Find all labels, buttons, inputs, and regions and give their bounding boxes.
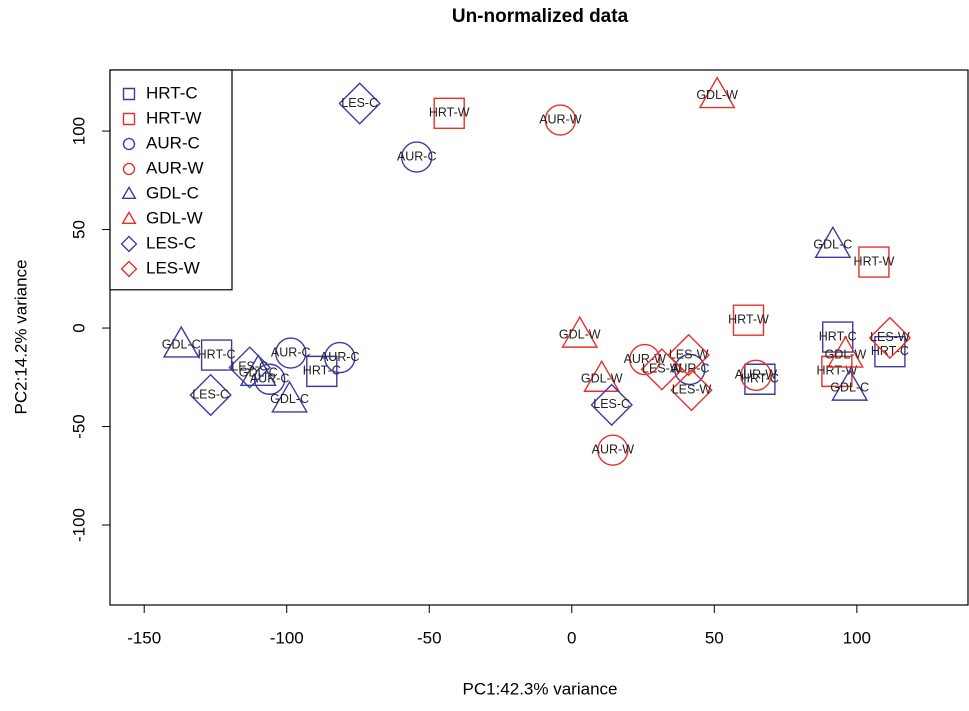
legend-marker xyxy=(122,87,136,101)
legend-box xyxy=(109,69,233,291)
point xyxy=(821,355,853,388)
point xyxy=(874,335,906,368)
point xyxy=(744,363,776,395)
legend-marker xyxy=(120,235,138,253)
legend-label: LES-C xyxy=(146,233,196,252)
legend-marker xyxy=(122,162,136,176)
legend-marker xyxy=(121,185,137,200)
point xyxy=(826,335,864,368)
point xyxy=(253,363,286,395)
point-label: LES-W xyxy=(669,347,709,361)
point-label: LES-W xyxy=(870,330,910,344)
point-label: LES-C xyxy=(231,360,268,374)
point xyxy=(275,337,307,369)
point-label: AUR-C xyxy=(271,345,311,359)
point-label: HRT-W xyxy=(854,254,895,268)
x-tick-label: -50 xyxy=(417,628,442,647)
legend-marker xyxy=(122,112,136,126)
y-tick-label: 0 xyxy=(69,323,88,332)
legend-label: AUR-W xyxy=(146,158,204,177)
point-label: AUR-C xyxy=(250,372,290,386)
point xyxy=(561,315,599,348)
point-label: AUR-W xyxy=(539,112,582,126)
point-label: GDL-W xyxy=(581,372,623,386)
legend-marker xyxy=(120,260,138,278)
point-label: GDL-W xyxy=(559,327,601,341)
legend-label: LES-W xyxy=(146,258,200,277)
point xyxy=(306,355,338,388)
legend-label: AUR-C xyxy=(146,133,200,152)
y-tick-label: 100 xyxy=(69,117,88,145)
point-label: AUR-W xyxy=(735,368,778,382)
point xyxy=(583,359,621,392)
point-label: LES-W xyxy=(642,362,682,376)
chart-title: Un-normalized data xyxy=(452,6,629,27)
point xyxy=(338,82,381,125)
point-label: LES-C xyxy=(593,397,630,411)
x-axis-label: PC1:42.3% variance xyxy=(463,679,618,698)
legend-label: HRT-W xyxy=(146,108,201,127)
point xyxy=(271,380,309,413)
plot-frame xyxy=(109,69,969,606)
point-label: HRT-C xyxy=(871,344,909,358)
point xyxy=(858,246,890,278)
point xyxy=(814,225,852,259)
point-label: LES-W xyxy=(672,382,712,396)
x-tick-label: -150 xyxy=(127,628,161,647)
point xyxy=(640,348,684,391)
y-tick-label: 50 xyxy=(69,220,88,239)
point-label: HRT-C xyxy=(198,347,236,361)
point-label: HRT-W xyxy=(728,312,769,326)
y-tick-label: -100 xyxy=(69,508,88,542)
point xyxy=(740,359,772,392)
point-label: GDL-W xyxy=(696,88,738,102)
point xyxy=(597,434,629,466)
x-tick-label: 100 xyxy=(843,628,871,647)
point xyxy=(868,316,912,360)
point-label: HRT-C xyxy=(819,329,857,343)
point xyxy=(670,368,713,412)
legend-label: GDL-W xyxy=(146,208,203,227)
y-axis-label: PC2:14.2% variance xyxy=(11,260,30,415)
point-label: LES-C xyxy=(341,96,378,110)
legend-label: GDL-C xyxy=(146,183,199,202)
x-tick-label: 0 xyxy=(567,628,576,647)
x-tick-label: 50 xyxy=(705,628,724,647)
point xyxy=(189,373,232,417)
point-label: GDL-C xyxy=(830,380,869,394)
point-label: AUR-W xyxy=(592,442,635,456)
point xyxy=(831,368,869,401)
point-label: HRT-W xyxy=(429,106,470,120)
point-label: HRT-C xyxy=(303,364,341,378)
legend-marker xyxy=(121,210,137,225)
point xyxy=(732,304,765,336)
point xyxy=(162,325,200,358)
point-label: GDL-W xyxy=(825,347,867,361)
x-tick-label: -100 xyxy=(270,628,304,647)
point xyxy=(667,333,710,377)
point xyxy=(629,343,661,376)
point-label: LES-C xyxy=(192,387,229,401)
point-label: AUR-C xyxy=(320,350,360,364)
point-label: GDL-C xyxy=(162,337,201,351)
y-tick-label: -50 xyxy=(69,414,88,439)
point xyxy=(324,341,356,374)
point xyxy=(674,353,706,386)
point xyxy=(698,76,736,109)
point xyxy=(544,104,577,136)
point xyxy=(590,383,633,427)
point xyxy=(822,321,854,353)
point-label: HRT-W xyxy=(817,364,858,378)
point xyxy=(228,346,271,389)
legend-label: HRT-C xyxy=(146,83,198,102)
point xyxy=(401,141,433,173)
point-label: AUR-C xyxy=(397,149,437,163)
legend-marker xyxy=(122,137,136,151)
point-label: GDL-C xyxy=(270,392,309,406)
point-label: GDL-C xyxy=(813,238,852,252)
point xyxy=(433,97,465,130)
